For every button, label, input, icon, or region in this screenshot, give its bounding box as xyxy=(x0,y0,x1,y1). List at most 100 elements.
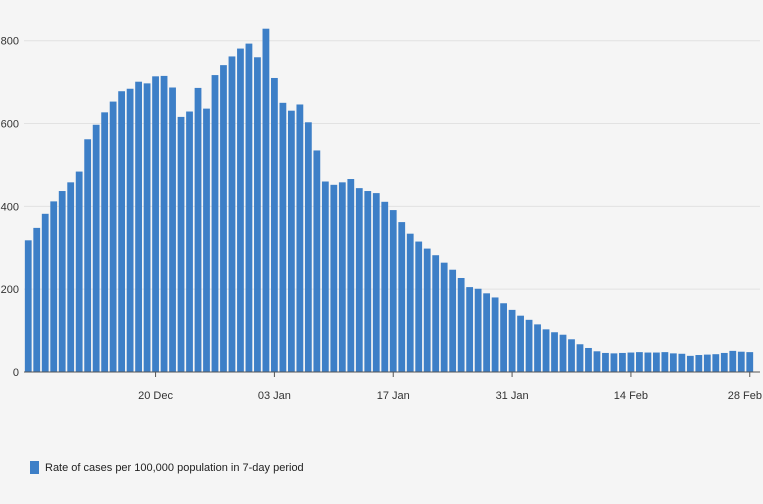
bar xyxy=(84,139,92,372)
chart-area: 0 200 400 600 800 20 Dec 03 Jan 17 Jan 31 Jan 14 … xyxy=(1,28,762,402)
x-tick-label: 28 Feb xyxy=(728,390,762,402)
legend-label: Rate of cases per 100,000 population in … xyxy=(45,461,304,474)
bar xyxy=(449,269,457,372)
bar xyxy=(92,124,100,373)
bar xyxy=(126,88,134,372)
y-tick-label: 400 xyxy=(1,201,19,213)
bar xyxy=(296,104,304,372)
bar xyxy=(627,352,635,372)
bar xyxy=(534,324,541,372)
bar xyxy=(686,355,694,372)
bar xyxy=(67,182,75,372)
bar xyxy=(636,352,643,372)
bar xyxy=(135,81,142,373)
bar xyxy=(457,277,465,372)
bar xyxy=(109,101,117,372)
bar xyxy=(508,309,516,372)
bar xyxy=(474,288,482,372)
bar xyxy=(678,353,686,372)
bar xyxy=(118,91,126,372)
bar xyxy=(347,179,355,372)
bar xyxy=(279,102,287,372)
bar xyxy=(415,241,423,372)
y-tick-label: 600 xyxy=(1,119,19,131)
bar xyxy=(143,83,151,373)
bar xyxy=(75,171,83,372)
y-tick-label: 200 xyxy=(1,284,19,296)
bar xyxy=(669,353,677,372)
bar xyxy=(491,297,499,372)
bar xyxy=(101,112,109,372)
bars xyxy=(24,28,754,373)
bar xyxy=(737,351,745,372)
bar xyxy=(304,122,312,373)
x-tick-label: 03 Jan xyxy=(258,390,291,402)
bar xyxy=(644,352,652,372)
bar xyxy=(41,213,49,372)
bar xyxy=(729,350,737,372)
bar xyxy=(568,339,575,372)
bar xyxy=(262,28,270,372)
bar xyxy=(500,303,507,372)
bar xyxy=(440,262,448,372)
bar xyxy=(746,352,754,372)
bar xyxy=(313,150,321,372)
bar xyxy=(203,108,210,372)
bar xyxy=(33,227,41,372)
bar xyxy=(228,56,236,372)
bar xyxy=(169,87,176,373)
legend: Rate of cases per 100,000 population in … xyxy=(30,461,304,474)
y-tick-label: 0 xyxy=(13,367,19,379)
bar xyxy=(466,287,474,372)
bar xyxy=(58,191,66,372)
bar xyxy=(483,293,491,372)
bar xyxy=(712,354,720,372)
bar xyxy=(254,57,261,372)
bar xyxy=(517,315,524,372)
x-tick-label: 31 Jan xyxy=(496,390,529,402)
bar xyxy=(542,329,550,372)
bar xyxy=(330,184,338,372)
bar xyxy=(559,334,567,372)
bar xyxy=(389,210,397,372)
bar xyxy=(287,110,295,372)
bar xyxy=(551,332,558,372)
bar xyxy=(652,352,660,372)
bar xyxy=(525,319,533,372)
bar xyxy=(576,344,584,372)
bar xyxy=(703,354,711,372)
bar xyxy=(695,355,703,372)
bar xyxy=(364,191,372,372)
bar xyxy=(186,111,193,373)
bar xyxy=(24,240,32,372)
bar xyxy=(406,233,414,372)
bar xyxy=(372,193,380,372)
bar xyxy=(177,116,185,372)
bar xyxy=(619,352,626,372)
bar xyxy=(160,75,168,372)
bar xyxy=(610,353,618,372)
bar xyxy=(245,43,253,372)
bar xyxy=(211,75,219,373)
bar xyxy=(585,347,592,372)
x-tick-label: 17 Jan xyxy=(377,390,410,402)
bar xyxy=(220,65,227,372)
bar xyxy=(338,182,346,372)
bar-chart: 0 200 400 600 800 20 Dec 03 Jan 17 Jan 31 Jan 14 … xyxy=(1,28,762,402)
bar xyxy=(271,77,278,372)
bar xyxy=(423,248,431,372)
legend-swatch xyxy=(30,461,39,474)
bar xyxy=(432,255,440,372)
bar xyxy=(355,188,363,372)
bar xyxy=(50,201,58,372)
bar xyxy=(194,87,202,373)
bar xyxy=(152,76,159,372)
bar xyxy=(381,201,389,372)
bar xyxy=(602,352,609,372)
bar xyxy=(237,48,244,372)
bar xyxy=(321,181,329,372)
bar xyxy=(661,352,669,372)
x-tick-label: 20 Dec xyxy=(138,390,173,402)
bar xyxy=(593,351,601,372)
x-tick-label: 14 Feb xyxy=(614,390,648,402)
